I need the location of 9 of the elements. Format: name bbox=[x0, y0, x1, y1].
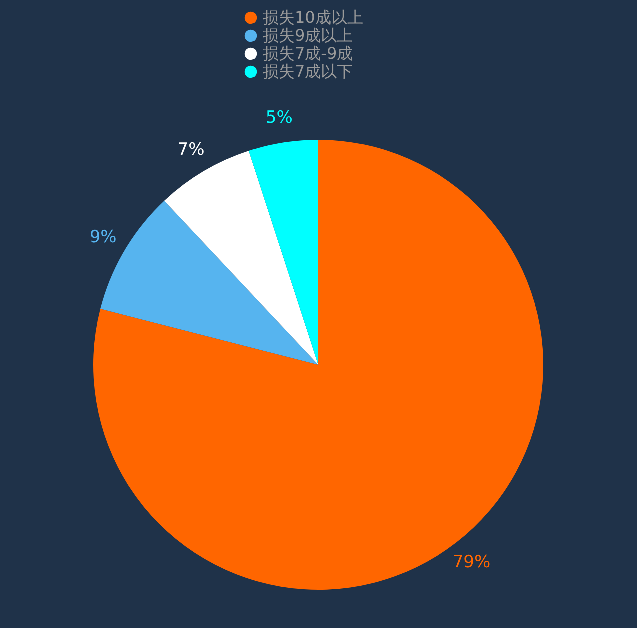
legend-label: 损失9成以上 bbox=[263, 26, 354, 45]
legend-label: 损失7成以下 bbox=[263, 62, 354, 81]
pie-slice bbox=[248, 140, 318, 365]
data-label: 9% bbox=[90, 228, 117, 248]
data-label: 7% bbox=[178, 140, 205, 160]
data-label: 5% bbox=[266, 108, 293, 128]
legend-label: 损失10成以上 bbox=[263, 8, 364, 27]
data-label: 79% bbox=[452, 552, 491, 573]
legend-label: 损失7成-9成 bbox=[263, 44, 354, 63]
